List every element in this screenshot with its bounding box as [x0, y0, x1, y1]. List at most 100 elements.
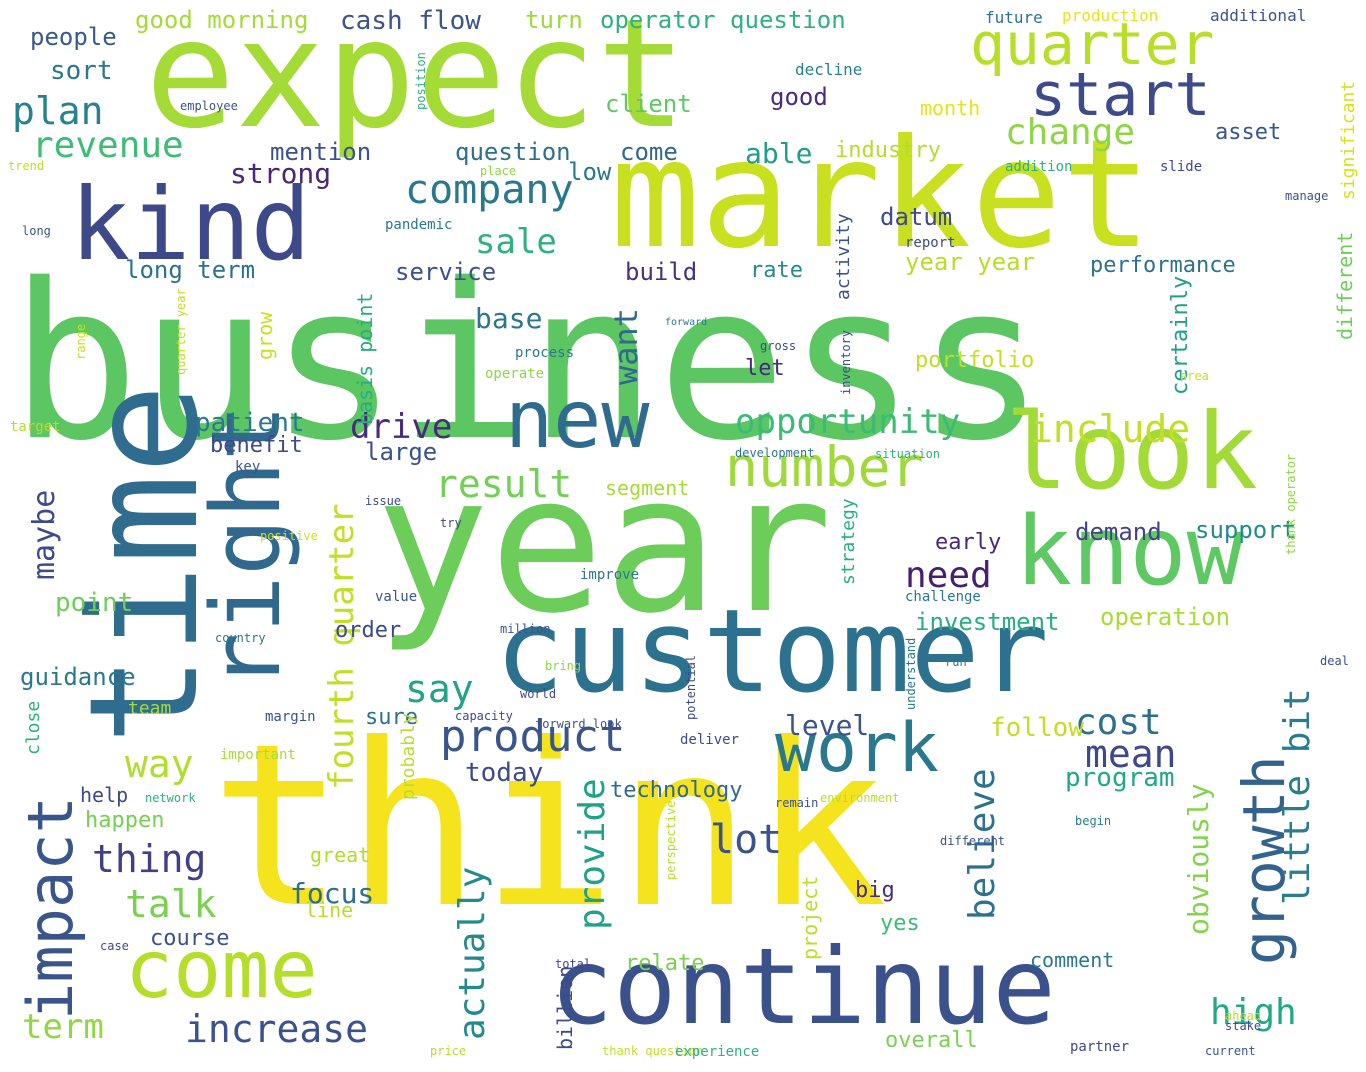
cloud-word-addition: addition	[1005, 159, 1073, 175]
cloud-word-patient: patient	[195, 408, 305, 438]
cloud-word-market: market	[610, 108, 1152, 282]
cloud-word-future: future	[985, 8, 1043, 27]
cloud-word-support: support	[1195, 516, 1297, 544]
cloud-word-work: work	[775, 709, 939, 788]
cloud-word-slide: slide	[1160, 159, 1203, 175]
cloud-word-different: different	[1333, 231, 1357, 340]
cloud-word-operation: operation	[1100, 603, 1231, 631]
cloud-word-industry: industry	[835, 138, 941, 163]
cloud-word-strategy: strategy	[838, 498, 859, 585]
cloud-word-portfolio: portfolio	[915, 348, 1035, 373]
cloud-word-help: help	[80, 783, 129, 807]
cloud-word-drive: drive	[350, 407, 453, 447]
cloud-word-let: let	[745, 356, 785, 381]
cloud-word-production: production	[1062, 6, 1159, 25]
cloud-word-business: business	[10, 237, 1046, 488]
cloud-word-asset: asset	[1215, 120, 1282, 145]
cloud-word-point: point	[55, 588, 134, 618]
cloud-word-development: development	[735, 446, 815, 460]
cloud-word-potential: potential	[684, 654, 698, 720]
cloud-word-kind: kind	[70, 166, 311, 283]
cloud-word-margin: margin	[265, 709, 316, 725]
cloud-word-happen: happen	[85, 808, 165, 833]
cloud-word-deliver: deliver	[680, 732, 740, 748]
cloud-word-different: different	[940, 834, 1006, 848]
cloud-word-new: new	[505, 373, 650, 466]
cloud-word-course: course	[150, 926, 230, 951]
cloud-word-come: come	[620, 138, 678, 166]
cloud-word-line: line	[305, 898, 354, 922]
cloud-word-year: year	[375, 434, 833, 655]
cloud-word-long: long	[22, 224, 51, 238]
cloud-word-maybe: maybe	[27, 489, 62, 580]
cloud-word-challenge: challenge	[905, 589, 981, 605]
cloud-word-team: team	[128, 698, 172, 719]
cloud-word-area: area	[1180, 369, 1209, 383]
cloud-word-significant: significant	[1338, 80, 1359, 200]
cloud-word-network: network	[145, 791, 196, 805]
cloud-word-mean: mean	[1085, 732, 1177, 776]
cloud-word-change: change	[1005, 112, 1136, 153]
cloud-word-include: include	[1030, 407, 1191, 451]
cloud-word-product: product	[440, 711, 626, 762]
cloud-word-think: think	[210, 696, 888, 958]
cloud-word-operator-question: operator question	[600, 6, 846, 34]
cloud-word-trend: trend	[8, 159, 45, 173]
cloud-word-forward-look: forward look	[535, 717, 622, 731]
cloud-word-case: case	[100, 939, 129, 953]
cloud-word-guidance: guidance	[20, 663, 136, 691]
cloud-word-improve: improve	[580, 567, 640, 583]
cloud-word-stake: stake	[1225, 1019, 1262, 1033]
cloud-word-total: total	[555, 957, 592, 971]
cloud-word-program: program	[1065, 763, 1175, 793]
cloud-word-provide: provide	[572, 778, 613, 930]
cloud-word-early: early	[935, 530, 1002, 555]
cloud-word-billion: billion	[553, 965, 577, 1050]
cloud-word-pandemic: pandemic	[385, 217, 453, 233]
cloud-word-thing: thing	[92, 837, 207, 881]
cloud-word-big: big	[855, 878, 895, 903]
cloud-word-month: month	[920, 96, 981, 120]
cloud-word-basis-point: basis point	[353, 292, 377, 425]
cloud-word-base: base	[475, 302, 543, 335]
cloud-word-follow: follow	[990, 713, 1084, 743]
cloud-word-comment: comment	[1030, 948, 1115, 972]
cloud-word-strong: strong	[230, 157, 332, 190]
cloud-word-situation: situation	[875, 447, 941, 461]
cloud-word-increase: increase	[185, 1007, 369, 1051]
cloud-word-forward: forward	[665, 317, 708, 328]
cloud-word-relate: relate	[625, 951, 705, 976]
cloud-word-price: price	[430, 1044, 467, 1058]
cloud-word-additional: additional	[1210, 6, 1307, 25]
cloud-word-deal: deal	[1320, 654, 1349, 668]
cloud-word-high: high	[1210, 992, 1297, 1033]
cloud-word-run: run	[945, 655, 967, 669]
cloud-word-focus: focus	[290, 877, 375, 910]
cloud-word-partner: partner	[1070, 1039, 1130, 1055]
cloud-word-question: question	[455, 138, 571, 166]
cloud-word-today: today	[465, 758, 544, 788]
cloud-word-fourth-quarter: fourth quarter	[322, 503, 362, 790]
cloud-word-remain: remain	[775, 796, 819, 810]
cloud-word-lot: lot	[710, 817, 783, 863]
cloud-word-term: term	[22, 1007, 104, 1047]
cloud-word-project: project	[798, 875, 822, 960]
cloud-word-position: position	[414, 52, 428, 110]
cloud-word-customer: customer	[495, 585, 1049, 719]
cloud-word-people: people	[30, 23, 117, 51]
cloud-word-able: able	[745, 137, 813, 170]
cloud-word-understand: understand	[904, 637, 918, 710]
cloud-word-report: report	[905, 235, 956, 251]
cloud-word-come: come	[125, 923, 318, 1016]
cloud-word-inventory: inventory	[839, 329, 853, 395]
cloud-word-benefit: benefit	[210, 433, 303, 458]
cloud-word-service: service	[395, 258, 497, 286]
cloud-word-plan: plan	[12, 89, 104, 133]
cloud-word-good: good	[770, 83, 828, 111]
cloud-word-result: result	[435, 462, 573, 506]
cloud-word-yes: yes	[880, 911, 920, 936]
cloud-word-try: try	[440, 516, 462, 530]
cloud-word-large: large	[365, 438, 438, 466]
cloud-word-cost: cost	[1075, 702, 1162, 743]
cloud-word-continue: continue	[550, 926, 1056, 1048]
